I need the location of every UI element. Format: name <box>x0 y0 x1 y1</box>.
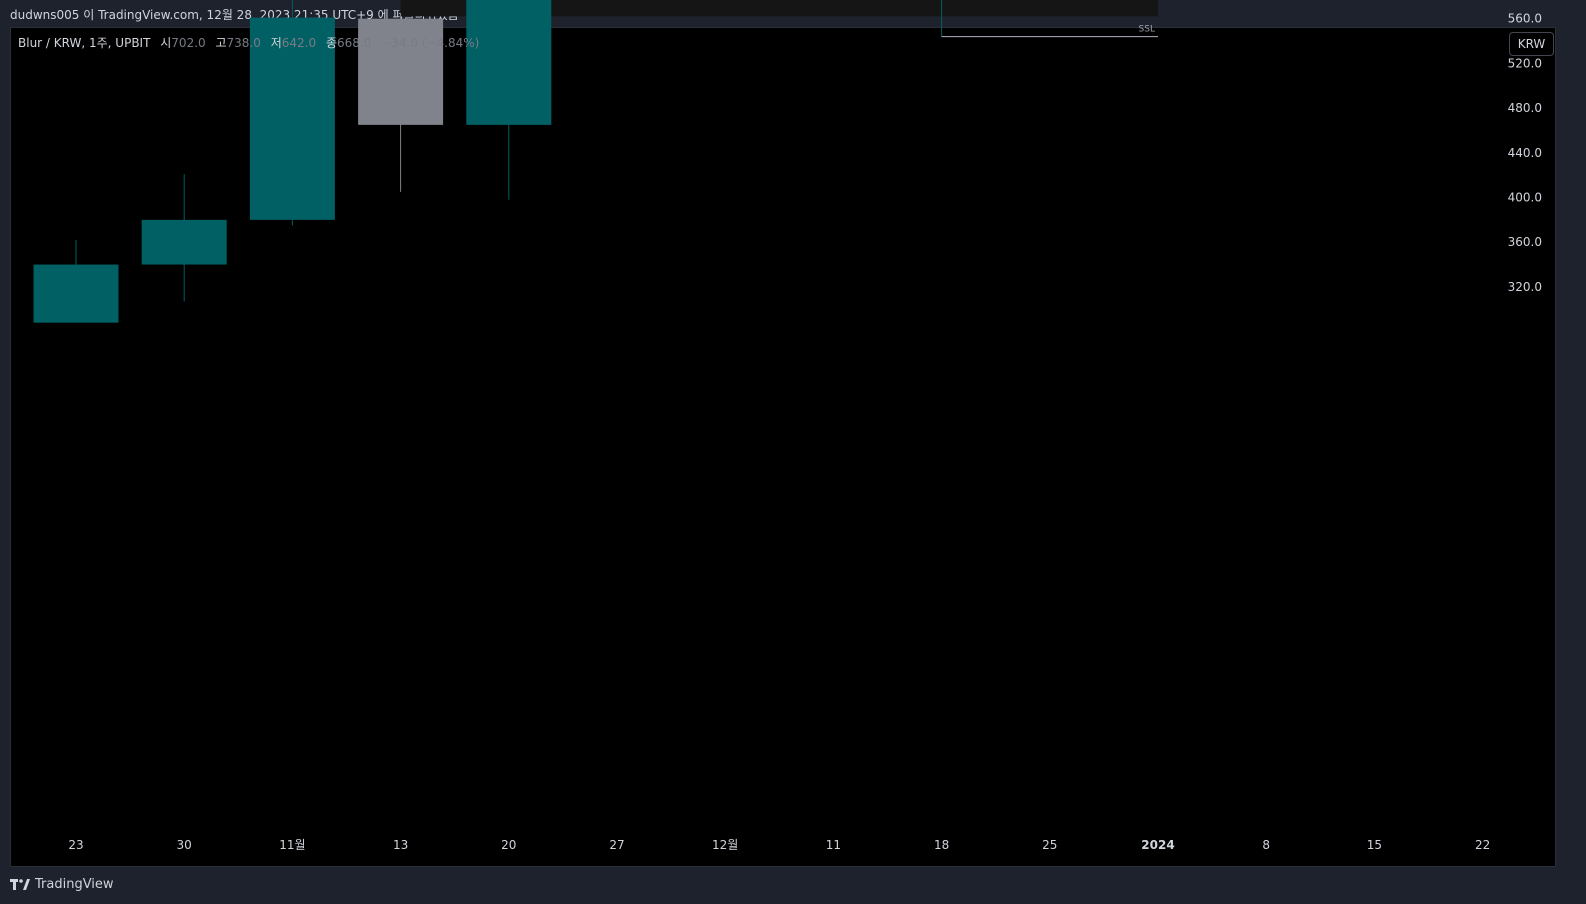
x-tick-label: 27 <box>609 838 624 852</box>
x-tick-label: 20 <box>501 838 516 852</box>
candle-body <box>33 264 119 323</box>
x-tick-label: 30 <box>177 838 192 852</box>
x-tick-label: 23 <box>68 838 83 852</box>
high-label: 고 <box>215 36 227 50</box>
x-tick-label: 25 <box>1042 838 1057 852</box>
x-tick-label: 18 <box>934 838 949 852</box>
low-label: 저 <box>270 36 282 50</box>
candle-body <box>358 18 444 125</box>
symbol-title[interactable]: Blur / KRW, 1주, UPBIT <box>18 36 151 50</box>
candle-body <box>141 219 227 265</box>
x-tick-label: 13 <box>393 838 408 852</box>
x-tick-label: 15 <box>1367 838 1382 852</box>
footer-bar: TradingView <box>0 868 1586 904</box>
y-tick-label: 520.0 <box>1508 56 1542 70</box>
x-tick-label: 11월 <box>279 838 305 852</box>
open-label: 시 <box>160 36 172 50</box>
fvg-zone <box>400 0 1159 17</box>
ssl-label: SSL <box>1139 25 1155 35</box>
candle-body <box>466 0 552 125</box>
x-tick-label: 8 <box>1262 838 1270 852</box>
published-info: dudwns005 이 TradingView.com, 12월 28, 202… <box>10 8 459 22</box>
x-tick-label: 22 <box>1475 838 1490 852</box>
candle-body <box>249 17 335 220</box>
change-value: −34.0 (−4.84%) <box>381 36 480 50</box>
close-label: 종 <box>325 36 337 50</box>
open-value: 702.0 <box>171 36 206 50</box>
y-tick-label: 320.0 <box>1508 280 1542 294</box>
y-tick-label: 400.0 <box>1508 191 1542 205</box>
y-tick-label: 480.0 <box>1508 101 1542 115</box>
y-tick-label: 440.0 <box>1508 146 1542 160</box>
tradingview-logo[interactable]: TradingView <box>10 877 114 892</box>
tradingview-logo-icon <box>10 878 30 890</box>
currency-button[interactable]: KRW <box>1509 32 1554 56</box>
close-value: 668.0 <box>337 36 372 50</box>
x-tick-label: 12월 <box>712 838 738 852</box>
tradingview-logo-text: TradingView <box>35 877 114 892</box>
symbol-legend: Blur / KRW, 1주, UPBIT 시702.0 고738.0 저642… <box>18 34 479 51</box>
x-tick-label: 11 <box>826 838 841 852</box>
y-tick-label: 560.0 <box>1508 12 1542 26</box>
high-value: 738.0 <box>226 36 261 50</box>
y-tick-label: 360.0 <box>1508 235 1542 249</box>
x-tick-label: 2024 <box>1141 838 1174 852</box>
low-value: 642.0 <box>281 36 317 50</box>
